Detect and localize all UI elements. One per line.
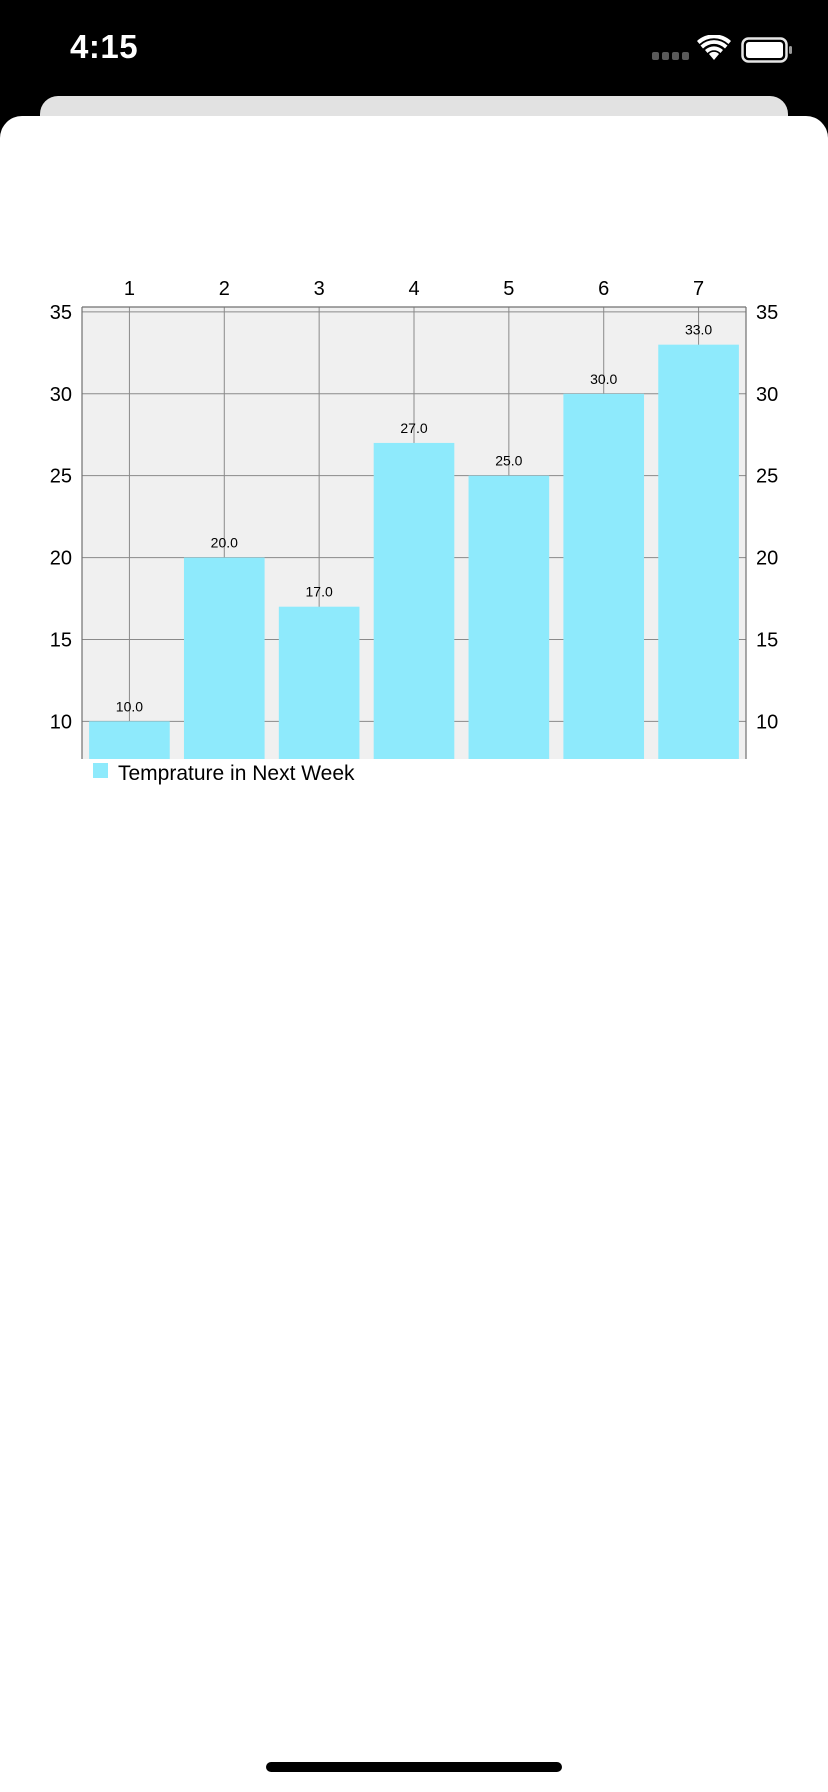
y-tick-label-right: 10 (756, 711, 778, 733)
x-tick-label: 3 (314, 278, 325, 300)
y-tick-label-left: 20 (50, 548, 72, 570)
bar (278, 606, 360, 759)
y-tick-label-right: 30 (756, 384, 778, 406)
x-tick-label: 2 (219, 278, 230, 300)
y-tick-label-left: 35 (50, 302, 72, 324)
x-tick-label: 4 (408, 278, 419, 300)
bar-value-label: 20.0 (211, 535, 238, 551)
bar-value-label: 25.0 (495, 453, 522, 469)
bar (89, 721, 170, 759)
status-time: 4:15 (70, 28, 139, 65)
bar-value-label: 30.0 (590, 371, 617, 387)
legend-label: Temprature in Next Week (118, 762, 355, 785)
bar (468, 475, 550, 759)
bar-value-label: 33.0 (685, 322, 712, 338)
battery-icon (741, 37, 792, 63)
y-tick-label-right: 25 (756, 466, 778, 488)
bar (373, 442, 455, 759)
cellular-signal-icon (652, 52, 689, 60)
x-tick-label: 1 (124, 278, 135, 300)
bar (183, 557, 265, 759)
y-tick-label-left: 15 (50, 629, 72, 651)
bar-value-label: 10.0 (116, 698, 143, 714)
wifi-icon (697, 35, 731, 60)
home-indicator[interactable] (266, 1762, 562, 1772)
bar-value-label: 17.0 (306, 584, 333, 600)
legend-swatch (93, 763, 108, 778)
bar-value-label: 27.0 (400, 420, 427, 436)
y-tick-label-right: 35 (756, 302, 778, 324)
y-tick-label-left: 10 (50, 711, 72, 733)
x-tick-label: 6 (598, 278, 609, 300)
y-tick-label-right: 20 (756, 548, 778, 570)
bar (563, 393, 645, 759)
y-tick-label-right: 15 (756, 629, 778, 651)
y-tick-label-left: 30 (50, 384, 72, 406)
bar-chart: 10 10 15 15 20 20 25 25 30 30 35 35 1 2 3 4 5 6 7 10.0 20.0 1… (50, 278, 779, 785)
y-tick-label-left: 25 (50, 466, 72, 488)
bar (658, 344, 739, 759)
x-tick-label: 7 (693, 278, 704, 300)
x-tick-label: 5 (503, 278, 514, 300)
status-bar: 4:15 (0, 0, 828, 100)
